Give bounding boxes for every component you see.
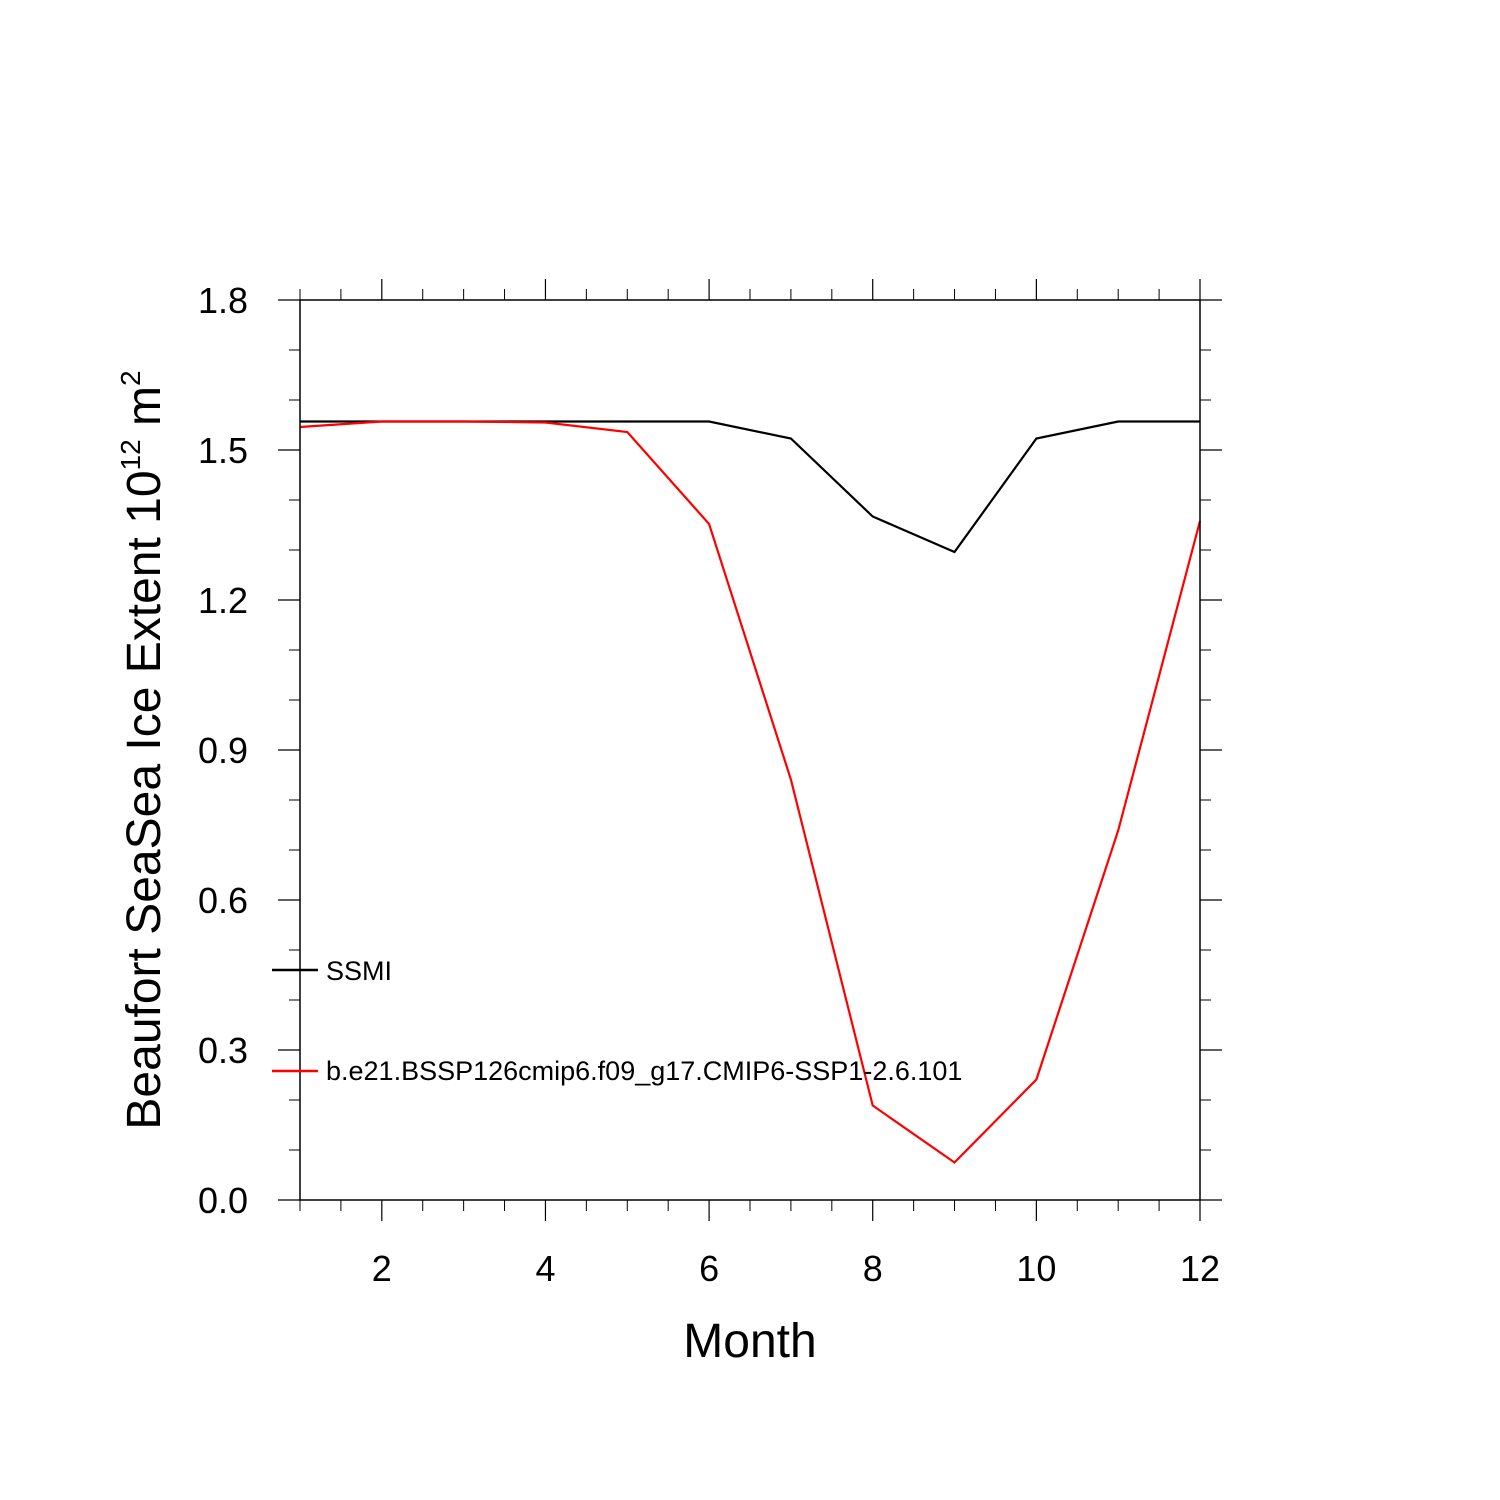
y-axis-title-unit-exponent: 2 [115, 370, 146, 386]
tick-marks [278, 279, 1222, 1221]
y-axis-title-exponent: 12 [115, 439, 146, 470]
y-tick-label: 1.5 [198, 430, 248, 471]
y-tick-label: 0.6 [198, 880, 248, 921]
y-axis-title-unit: m [118, 386, 171, 426]
y-tick-label: 0.3 [198, 1030, 248, 1071]
x-tick-label: 2 [372, 1248, 392, 1289]
y-tick-label: 0.9 [198, 730, 248, 771]
x-tick-label: 12 [1180, 1248, 1220, 1289]
y-axis-title-main: Beaufort SeaSea Ice Extent 10 [118, 470, 171, 1129]
legend-label-ssmi: SSMI [326, 956, 392, 986]
legend-label-model: b.e21.BSSP126cmip6.f09_g17.CMIP6-SSP1-2.… [326, 1056, 962, 1086]
y-axis-title: Beaufort SeaSea Ice Extent 1012 m2 [115, 370, 171, 1129]
x-axis-title: Month [683, 1315, 816, 1368]
legend: SSMI b.e21.BSSP126cmip6.f09_g17.CMIP6-SS… [272, 956, 962, 1086]
data-series [299, 420, 1202, 1164]
y-tick-label: 1.8 [198, 280, 248, 321]
series-line-model [299, 420, 1202, 1164]
x-tick-label: 8 [863, 1248, 883, 1289]
y-tick-label: 1.2 [198, 580, 248, 621]
plot-frame [299, 299, 1201, 1201]
x-tick-label: 10 [1016, 1248, 1056, 1289]
x-tick-label: 6 [699, 1248, 719, 1289]
x-tick-label: 4 [535, 1248, 555, 1289]
y-axis-title-space [118, 426, 171, 439]
tick-labels: 2 4 6 8 10 12 0.0 0.3 0.6 0.9 1.2 1.5 1.8 [198, 280, 1220, 1289]
y-tick-label: 0.0 [198, 1180, 248, 1221]
